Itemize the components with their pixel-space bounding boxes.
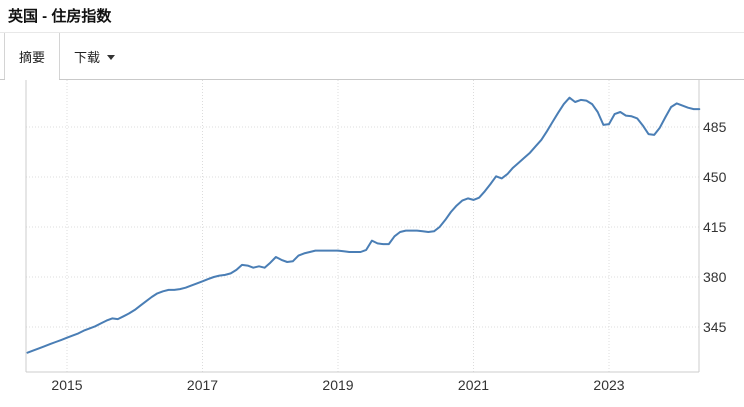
y-axis-label: 415 [703, 219, 727, 235]
tab-download-label: 下载 [74, 49, 101, 65]
tab-bar: 摘要 下载 [0, 33, 744, 80]
y-axis-label: 450 [703, 169, 727, 185]
chart-canvas[interactable] [0, 80, 744, 406]
title-bar: 英国 - 住房指数 [0, 0, 744, 33]
tab-summary[interactable]: 摘要 [4, 33, 61, 80]
y-axis-label: 380 [703, 269, 727, 285]
caret-down-icon [107, 54, 116, 60]
x-axis-label: 2015 [51, 377, 83, 393]
y-axis-label: 345 [703, 319, 727, 335]
housing-index-chart[interactable]: 485 450 415 380 345 2015 2017 2019 2021 2023 [0, 80, 744, 406]
x-axis-label: 2019 [322, 377, 354, 393]
tab-download[interactable]: 下载 [60, 33, 130, 79]
x-axis-label: 2017 [186, 377, 219, 393]
page-title: 英国 - 住房指数 [8, 8, 112, 25]
tab-summary-label: 摘要 [19, 49, 46, 65]
x-axis-label: 2023 [593, 377, 625, 393]
y-axis-label: 485 [703, 119, 727, 135]
x-axis-label: 2021 [457, 377, 490, 393]
housing-index-line [26, 96, 701, 354]
